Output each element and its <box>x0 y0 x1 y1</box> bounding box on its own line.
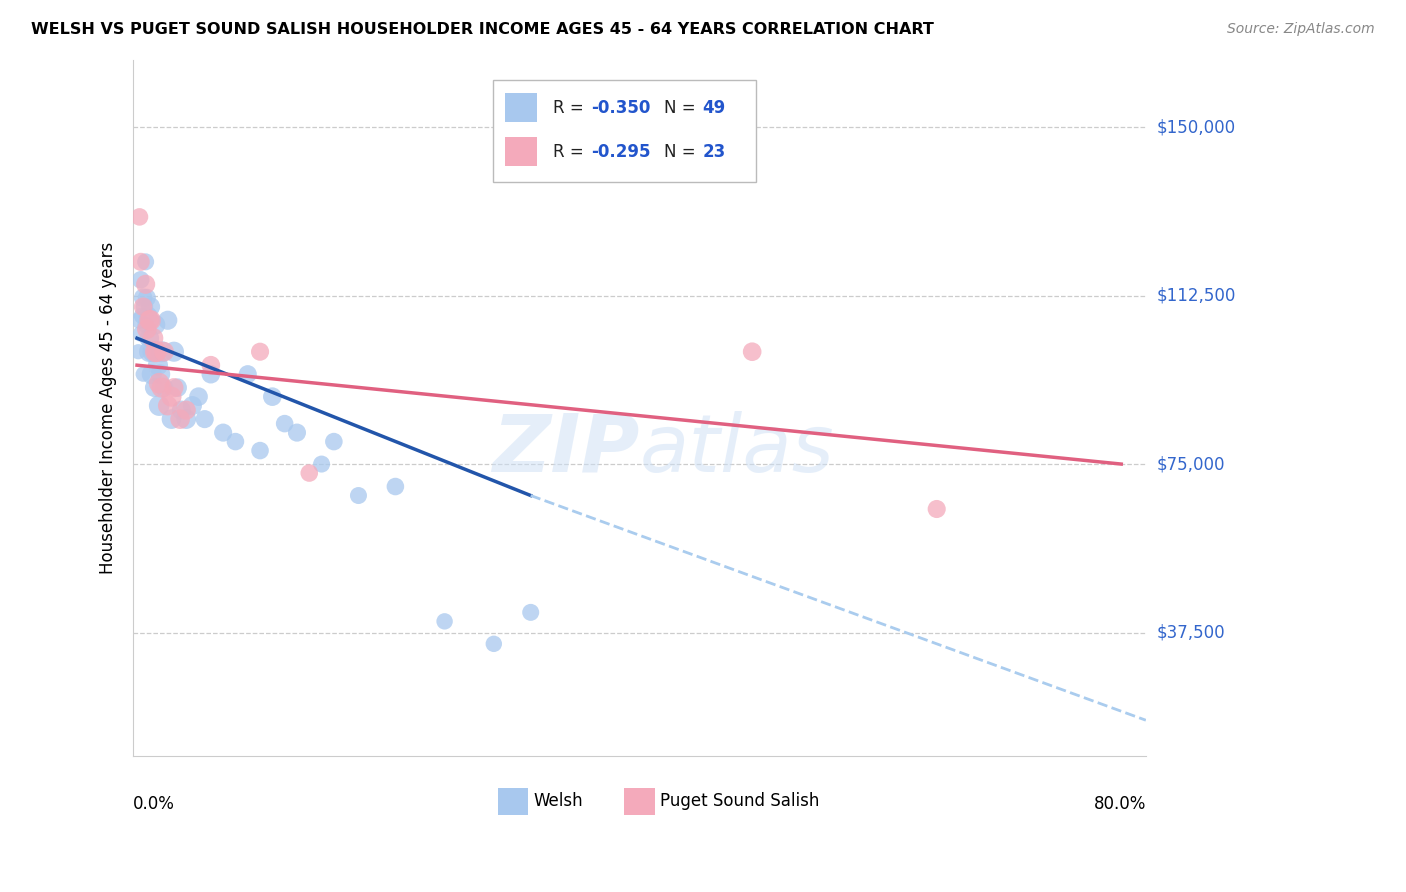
Point <box>347 489 370 503</box>
Point <box>160 412 183 426</box>
Text: 0.0%: 0.0% <box>134 795 176 814</box>
Point <box>148 399 170 413</box>
Bar <box>624 788 655 815</box>
Point <box>145 318 167 332</box>
Point <box>224 434 246 449</box>
Point <box>163 381 186 395</box>
Bar <box>505 136 537 166</box>
Bar <box>505 93 537 122</box>
Point <box>519 606 541 620</box>
Point <box>135 322 157 336</box>
FancyBboxPatch shape <box>492 80 756 181</box>
Point <box>135 255 157 269</box>
Point <box>163 344 186 359</box>
Point <box>298 466 321 480</box>
Point <box>174 412 197 426</box>
Point <box>138 344 160 359</box>
Text: Source: ZipAtlas.com: Source: ZipAtlas.com <box>1227 22 1375 37</box>
Point <box>212 425 235 440</box>
Text: 49: 49 <box>703 99 725 117</box>
Point <box>156 399 179 413</box>
Text: $150,000: $150,000 <box>1157 118 1236 136</box>
Text: 80.0%: 80.0% <box>1094 795 1146 814</box>
Point <box>132 300 155 314</box>
Point <box>145 344 167 359</box>
Point <box>187 390 209 404</box>
Point <box>925 502 948 516</box>
Point <box>135 318 157 332</box>
Point <box>135 291 157 305</box>
Point <box>200 367 222 381</box>
Point <box>146 358 169 372</box>
Text: Welsh: Welsh <box>533 792 583 811</box>
Point <box>143 381 166 395</box>
Bar <box>498 788 529 815</box>
Point <box>129 255 152 269</box>
Point <box>148 376 170 391</box>
Text: WELSH VS PUGET SOUND SALISH HOUSEHOLDER INCOME AGES 45 - 64 YEARS CORRELATION CH: WELSH VS PUGET SOUND SALISH HOUSEHOLDER … <box>31 22 934 37</box>
Point <box>174 403 197 417</box>
Text: Puget Sound Salish: Puget Sound Salish <box>659 792 820 811</box>
Point <box>482 637 505 651</box>
Point <box>262 390 284 404</box>
Point <box>139 300 162 314</box>
Point <box>322 434 344 449</box>
Point <box>129 273 152 287</box>
Text: N =: N = <box>664 143 700 161</box>
Point <box>150 344 173 359</box>
Point <box>150 381 173 395</box>
Point <box>200 358 222 372</box>
Point <box>141 367 163 381</box>
Point <box>128 210 150 224</box>
Point <box>169 412 191 426</box>
Text: $37,500: $37,500 <box>1157 624 1226 641</box>
Text: atlas: atlas <box>640 410 834 489</box>
Point <box>181 399 204 413</box>
Point <box>139 313 162 327</box>
Point <box>249 443 271 458</box>
Point <box>142 344 165 359</box>
Point <box>273 417 295 431</box>
Point <box>156 313 179 327</box>
Point <box>127 344 149 359</box>
Point <box>138 313 160 327</box>
Text: 23: 23 <box>703 143 725 161</box>
Point <box>132 367 155 381</box>
Point <box>160 390 183 404</box>
Point <box>384 479 406 493</box>
Text: ZIP: ZIP <box>492 410 640 489</box>
Text: -0.350: -0.350 <box>591 99 651 117</box>
Point <box>129 326 152 341</box>
Point <box>134 300 156 314</box>
Point <box>142 331 165 345</box>
Point <box>433 615 456 629</box>
Point <box>153 344 176 359</box>
Text: $112,500: $112,500 <box>1157 286 1236 304</box>
Point <box>128 313 150 327</box>
Point <box>132 291 155 305</box>
Point <box>136 309 159 323</box>
Point <box>145 344 167 359</box>
Text: -0.295: -0.295 <box>591 143 651 161</box>
Point <box>153 381 176 395</box>
Text: N =: N = <box>664 99 700 117</box>
Point <box>131 309 153 323</box>
Point <box>741 344 763 359</box>
Point <box>145 344 167 359</box>
Y-axis label: Householder Income Ages 45 - 64 years: Householder Income Ages 45 - 64 years <box>100 242 117 574</box>
Point <box>170 403 193 417</box>
Point <box>311 457 333 471</box>
Point <box>166 381 188 395</box>
Text: R =: R = <box>553 143 589 161</box>
Point <box>236 367 259 381</box>
Point <box>194 412 217 426</box>
Point <box>285 425 308 440</box>
Point <box>249 344 271 359</box>
Point <box>149 367 172 381</box>
Point <box>135 277 157 292</box>
Text: $75,000: $75,000 <box>1157 455 1226 473</box>
Point <box>138 331 160 345</box>
Text: R =: R = <box>553 99 589 117</box>
